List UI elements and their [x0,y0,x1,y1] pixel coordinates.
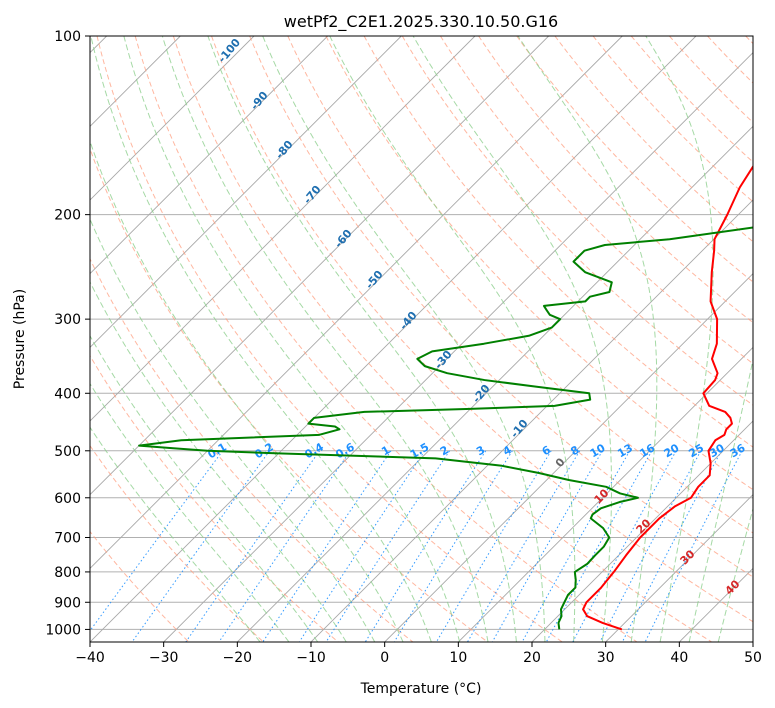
x-tick-label: 10 [449,650,467,666]
mixing-ratio-line [185,450,320,642]
isotherm-line [384,273,753,642]
moist-adiabat-line [90,426,261,642]
x-tick-label: −40 [75,650,105,666]
temperature-profile-line [582,164,753,631]
mixing-ratio-line [621,450,722,642]
moist-adiabat-line [90,382,290,642]
isotherm-line [90,36,328,275]
mixing-ratio-line [435,450,552,642]
dry-adiabat-line [90,444,264,642]
mixing-ratio-line [545,450,653,642]
moist-adiabat-line [645,36,714,642]
dry-adiabat-line [401,36,753,406]
isotherm-line [531,420,753,642]
y-tick-label: 1000 [45,622,81,638]
x-tick-label: 0 [380,650,389,666]
y-tick-label: 700 [54,531,81,547]
mixing-ratio-line [572,450,677,642]
y-tick-label: 100 [54,29,81,45]
chart-title: wetPf2_C2E1.2025.330.10.50.G16 [284,12,558,32]
mixing-ratio-line [644,450,743,642]
y-tick-label: 300 [54,312,81,328]
isotherm-line [605,494,753,642]
isotherm-line [163,52,753,642]
y-tick-label: 600 [54,491,81,507]
plot-frame [89,35,754,643]
y-tick-label: 400 [54,386,81,402]
moist-adiabat-line [123,36,461,642]
moist-adiabat-line [517,36,658,642]
dry-adiabat-line [172,36,712,642]
moist-adiabat-line [207,36,517,642]
isotherm-line [90,36,697,642]
x-tick-label: 30 [597,650,615,666]
dry-adiabat-line [516,36,753,283]
x-tick-label: −30 [149,650,179,666]
isotherm-line [458,346,753,642]
x-tick-label: −10 [296,650,326,666]
mixing-ratio-line [599,450,702,642]
moist-adiabat-line [262,36,546,642]
y-tick-label: 900 [54,595,81,611]
y-tick-label: 500 [54,444,81,460]
isotherm-line [90,36,623,569]
moist-adiabat-line [90,280,347,642]
moist-adiabat-line [329,36,576,642]
dry-adiabat-line [211,36,753,623]
moist-adiabat-line [90,36,432,642]
x-tick-label: 20 [523,650,541,666]
dry-adiabat-line [249,36,753,578]
isotherm-line [90,36,402,348]
moist-adiabat-line [90,334,319,642]
mixing-ratio-line [262,450,392,642]
dry-adiabat-line [96,36,563,642]
mixing-ratio-line [467,450,581,642]
isotherm-line [90,36,476,422]
moist-adiabat-line [412,36,613,642]
y-axis-title: Pressure (hPa) [12,289,28,389]
mixing-ratio-line [218,450,351,642]
dry-adiabat-line [134,36,638,642]
mixing-ratio-line [131,450,271,642]
x-axis-title: Temperature (°C) [360,681,482,697]
moist-adiabat-line [161,36,489,642]
dry-adiabat-line [630,36,753,163]
mixing-ratio-line [521,450,631,642]
dry-adiabat-line [90,257,414,642]
dry-adiabat-line [363,36,753,448]
x-tick-label: 50 [744,650,762,666]
dewpoint-profile-line [138,226,753,630]
y-tick-label: 200 [54,208,81,224]
background-lines [90,36,753,642]
mixing-ratio-line [364,450,487,642]
isotherm-line [237,125,753,642]
isotherm-line [90,36,255,201]
isotherm-line [90,36,549,496]
y-tick-label: 800 [54,565,81,581]
dry-adiabat-line [554,36,753,243]
mixing-ratio-line [393,450,513,642]
sounding-profiles [138,164,753,631]
axis-ticks: −40 −30 −20 −10 0 10 20 30 40 50 100 200 300 400 500 60… [45,29,762,666]
moist-adiabat-line [90,139,404,642]
dry-adiabat-line [440,36,753,365]
dry-adiabat-line [325,36,753,491]
moist-adiabat-line [90,217,376,642]
x-tick-label: −20 [223,650,253,666]
x-tick-label: 40 [670,650,688,666]
